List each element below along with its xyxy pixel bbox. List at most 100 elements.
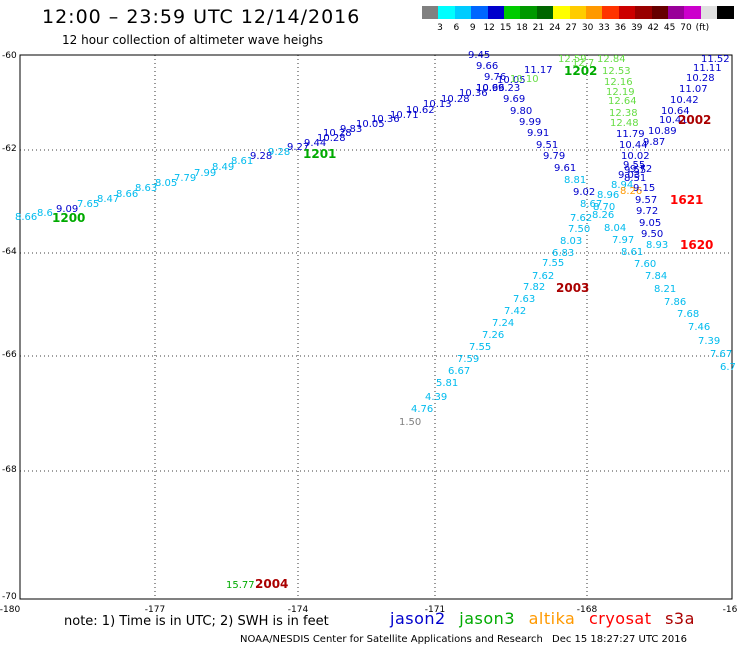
swh-value-track1: 9.09 <box>56 204 78 215</box>
map-title: 12:00 – 23:59 UTC 12/14/2016 <box>42 6 361 28</box>
swh-value-bottom: 15.77 <box>226 580 255 591</box>
swh-value-track1: 8.66 <box>116 189 138 200</box>
swh-value-track4_right: 10.64 <box>661 106 690 117</box>
swh-value-track1: 7.65 <box>77 199 99 210</box>
swh-value-track2_down: 7.62 <box>570 213 592 224</box>
swh-value-track4_right: 11.52 <box>701 54 730 65</box>
swh-value-track1: 10.36 <box>371 114 400 125</box>
swh-value-track3_down: 9.57 <box>635 195 657 206</box>
colorbar-label: 3 <box>437 23 443 33</box>
lon-tick-label: -174 <box>288 605 309 615</box>
lat-tick-label: -62 <box>2 144 17 154</box>
swh-value-track5_up: 7.42 <box>504 306 526 317</box>
swh-value-track3_down: 8.26 <box>620 186 642 197</box>
colorbar-label: 9 <box>469 23 476 33</box>
sat-cryosat: cryosat <box>588 609 652 628</box>
colorbar-swatch <box>717 6 735 19</box>
pass-time-label: 1620 <box>680 238 713 252</box>
swh-value-track2_down: 8.04 <box>604 223 626 234</box>
swh-value-track4_right: 10.41 <box>659 115 688 126</box>
sat-jason3: jason3 <box>459 609 515 628</box>
swh-value-track2_down: 7.97 <box>612 235 634 246</box>
swh-value-track3_down: 9.55 <box>624 165 646 176</box>
swh-value-track2_down: 9.99 <box>519 117 541 128</box>
swh-value-track3_down: 9.55 <box>623 160 645 171</box>
swh-value-track5_up: 1.50 <box>399 417 421 428</box>
lon-tick-label: -16 <box>723 605 738 615</box>
swh-value-track2_down: 7.39 <box>698 336 720 347</box>
swh-value-track5_up: 7.55 <box>542 258 564 269</box>
lon-tick-label: -180 <box>0 605 20 615</box>
swh-value-track1: 7.99 <box>194 168 216 179</box>
colorbar-swatch <box>618 6 636 19</box>
swh-value-track3_down: 9.15 <box>633 183 655 194</box>
lat-tick-label: -64 <box>2 247 17 257</box>
swh-value-track1: 10.66 <box>476 83 505 94</box>
lat-tick-label: -68 <box>2 465 17 475</box>
swh-value-track1: 9.28 <box>250 151 272 162</box>
wave-height-points: 8.66 8.6 9.097.658.478.668.638.057.797.998… <box>15 50 736 591</box>
colorbar-swatch <box>454 6 472 19</box>
sat-jason2: jason2 <box>390 609 446 628</box>
pass-time-label: 2003 <box>556 281 589 295</box>
map-frame <box>19 54 733 600</box>
swh-value-track4_right: 11.07 <box>679 84 708 95</box>
colorbar-swatch <box>569 6 587 19</box>
swh-value-track2_down: 7.60 <box>634 259 656 270</box>
colorbar-unit: (ft) <box>695 23 710 33</box>
swh-value-track2_down: 8.26 <box>592 210 614 221</box>
colorbar-label: 15 <box>499 23 512 33</box>
swh-value-track2_down: 9.91 <box>527 128 549 139</box>
colorbar-swatch <box>684 6 702 19</box>
swh-value-cluster_top: 10.9 <box>476 83 498 94</box>
colorbar-label: 42 <box>647 23 659 33</box>
swh-value-track5_up: 7.59 <box>457 354 479 365</box>
colorbar-label: 39 <box>631 23 643 33</box>
colorbar-label: 45 <box>663 23 676 33</box>
swh-value-track2_down: 8.81 <box>564 175 586 186</box>
swh-value-track3_down: 12.38 <box>609 108 638 119</box>
swh-value-track4_right: 10.42 <box>670 95 699 106</box>
swh-value-track1: 9.83 <box>340 124 362 135</box>
swh-value-track3_down: 10.44 <box>619 140 648 151</box>
pass-time-label: 1621 <box>670 193 703 207</box>
lat-tick-label: -60 <box>2 51 17 61</box>
colorbar-label: 30 <box>581 23 594 33</box>
swh-value-track4_right: 9.72 <box>630 164 652 175</box>
swh-value-cluster_top: 10.05 <box>497 75 526 86</box>
swh-value-track2_down: 9.51 <box>536 140 558 151</box>
colorbar-label: 27 <box>565 23 577 33</box>
swh-value-cluster_top: 9.23 <box>498 83 520 94</box>
pass-time-label: 2002 <box>678 113 711 127</box>
swh-value-track1: 11.17 <box>524 65 553 76</box>
colorbar-swatch <box>635 6 653 19</box>
colorbar-swatch <box>520 6 538 19</box>
swh-value-track1: 10.28 <box>317 133 346 144</box>
swh-value-track3_down: 9.03 <box>618 170 640 181</box>
swh-value-track5_up: 7.55 <box>469 342 491 353</box>
swh-value-track2_down: 8.96 <box>597 190 619 201</box>
swh-value-track1: 8.66 <box>15 212 37 223</box>
swh-value-track5_up: 4.76 <box>411 404 433 415</box>
swh-value-track2_down: 8.61 <box>621 247 643 258</box>
swh-value-track4_right: 10.89 <box>648 126 677 137</box>
swh-value-track2_down: 8.21 <box>654 284 676 295</box>
swh-value-track3_down: 9.72 <box>636 206 658 217</box>
swh-value-track2_down: 7.84 <box>645 271 667 282</box>
swh-value-cluster_top: 9.45 <box>468 50 490 61</box>
colorbar-swatch <box>438 6 456 19</box>
swh-value-track2_down: 7.68 <box>677 309 699 320</box>
colorbar-swatch <box>536 6 554 19</box>
colorbar-label: 12 <box>483 23 495 33</box>
swh-value-track5_up: 6.67 <box>448 366 470 377</box>
swh-value-track5_up: 5.81 <box>436 378 458 389</box>
swh-value-track2_down: 8.70 <box>593 202 615 213</box>
colorbar-swatch <box>586 6 603 19</box>
swh-value-track1: 8.49 <box>212 162 234 173</box>
sat-altika: altika <box>528 609 576 628</box>
swh-value-track1: 10.62 <box>406 105 435 116</box>
swh-value-track3_down: 11.79 <box>616 129 645 140</box>
swh-value-cluster_top: 10.10 <box>510 74 539 85</box>
satellite-legend: jason2 jason3 altika cryosat s3a <box>390 609 703 628</box>
